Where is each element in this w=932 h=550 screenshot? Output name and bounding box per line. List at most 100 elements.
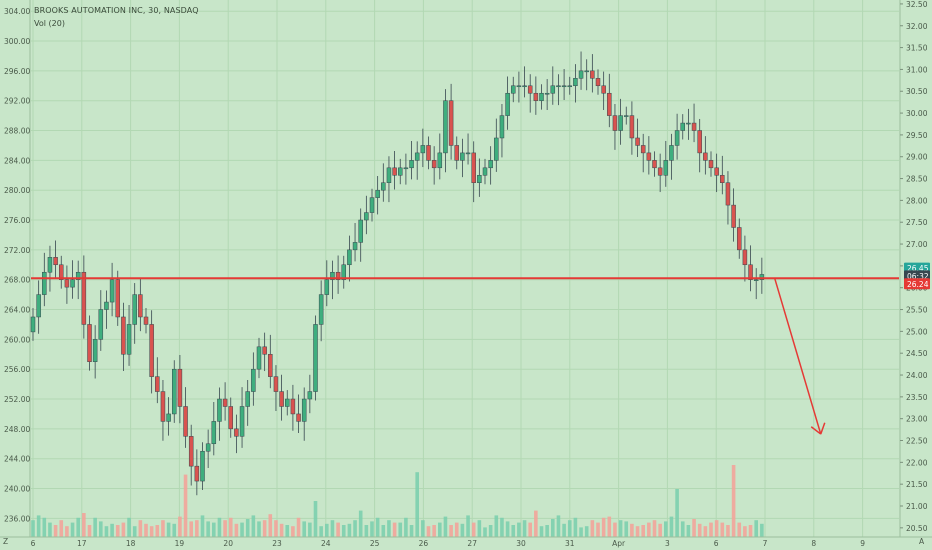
volume-bar [528,522,532,537]
volume-bar [664,521,668,537]
candle-body [59,264,64,280]
left-tick-label: 296.00 [4,67,30,76]
volume-bar [42,517,47,537]
candle-body [674,130,680,146]
candle-body [652,160,657,169]
volume-bar [567,520,572,537]
candle-body [53,257,58,266]
volume-bar [517,522,521,537]
left-tick-label: 256.00 [4,365,30,374]
candle-body [364,212,369,221]
price-badge [904,278,930,290]
candle-body [172,368,177,415]
left-tick-label: 248.00 [4,425,30,434]
volume-bar [714,520,719,537]
candle-body [465,152,471,155]
left-corner-label[interactable]: Z [3,537,9,546]
candle-body [70,279,75,288]
volume-bar [228,517,233,537]
candle-body [748,264,753,280]
volume-indicator-label[interactable]: Vol (20) [34,19,65,28]
candle-body [126,324,132,355]
volume-bar [675,489,679,537]
volume-bar [709,522,713,537]
time-axis[interactable]: 6 17 18 19 20 23 24 25 26 27 30 31 Apr 3 6 7 8 9 [31,539,866,548]
grid [31,0,899,537]
volume-bar [245,519,250,537]
volume-bar [375,517,380,537]
left-tick-label: 240.00 [4,485,30,494]
volume-bar [398,522,403,537]
candle-body [544,92,550,95]
volume-bar [584,526,589,537]
right-tick-label: 29.50 [906,131,928,140]
volume-bar [358,510,363,537]
candle-body [155,376,160,392]
volume-bar [251,515,256,537]
volume-bar [726,525,730,537]
candle-body [262,346,267,355]
candle-body [132,294,137,325]
right-price-axis[interactable]: 32.50 32.00 31.50 31.00 30.50 30.00 29.50 29.00… [900,0,928,533]
candle-body [663,160,669,176]
candle-body [640,145,646,154]
right-tick-label: 29.00 [906,153,928,162]
candle-body [398,167,403,176]
candle-body [505,92,510,116]
volume-bar [341,525,346,537]
candle-body [81,271,87,325]
time-tick-label: 20 [223,539,233,548]
volume-bar [477,520,482,537]
candle-body [149,324,154,377]
volume-bar [313,501,318,537]
candle-body [279,391,284,407]
candle-body [691,122,697,131]
volume-bar [754,520,758,537]
arrow-head [820,422,826,435]
candle-body [448,100,454,146]
right-corner-label[interactable]: A [919,537,925,546]
candle-body [301,398,307,422]
candle-body [731,204,736,228]
candle-body [307,391,313,400]
volume-bar [93,517,97,537]
right-tick-label: 31.00 [906,65,928,74]
candle-body [753,279,759,281]
volume-bar [624,521,629,537]
volume-bar [545,525,549,537]
volume-bar [641,525,645,537]
candle-body [386,167,392,183]
candle-body [64,279,70,288]
left-price-axis[interactable]: 304.00 300.00 296.00 292.00 288.00 284.00 280.… [4,7,30,523]
candle-body [47,257,53,273]
candle-body [290,398,296,415]
volume-bar [562,523,566,537]
time-tick-label: 7 [763,539,768,548]
volume-bar [647,522,651,537]
volume-bar [669,516,674,537]
candle-body [352,242,358,251]
right-tick-label: 27.50 [906,218,928,227]
right-tick-label: 32.50 [906,0,928,9]
candle-body [471,152,476,183]
volume-bar [466,515,470,537]
candle-body [115,279,120,318]
candle-body [251,368,256,392]
candle-body [285,398,290,407]
volume-bar [680,521,685,537]
volume-bar [556,515,561,537]
volume-bar [421,520,425,537]
candle-body [578,70,584,79]
candle-body [268,354,273,377]
right-tick-label: 21.50 [906,480,928,489]
volume-bar [296,517,301,537]
candle-body [708,160,714,169]
volume-bar [731,465,736,537]
volume-bar [325,523,329,537]
projection-arrow[interactable] [773,277,826,435]
candle-body [222,398,228,407]
time-tick-label: 26 [419,539,429,548]
candle-body [347,249,352,266]
